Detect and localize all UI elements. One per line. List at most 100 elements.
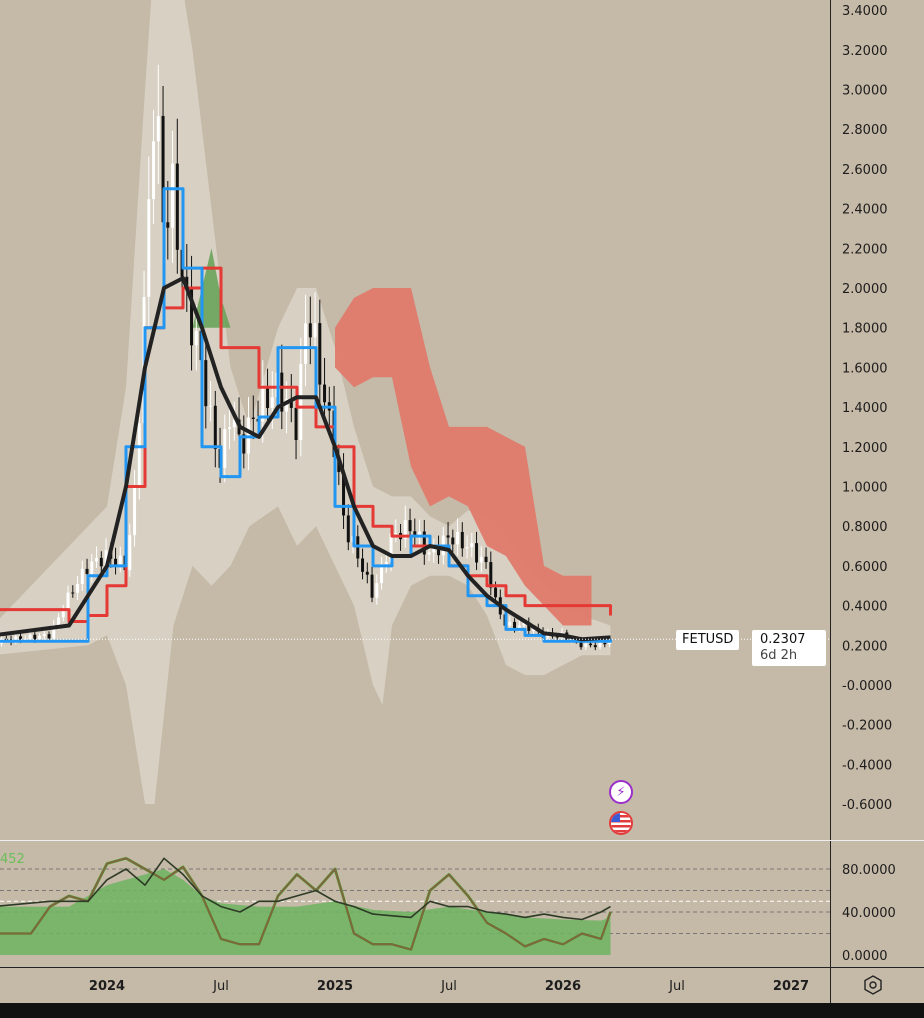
price-tick-label: 2.6000 (842, 163, 888, 178)
candle-body (85, 568, 89, 574)
candle-body (71, 592, 75, 594)
lightning-icon[interactable]: ⚡ (609, 780, 633, 804)
oscillator-tick-label: 40.0000 (842, 906, 896, 921)
price-tick-label: 2.8000 (842, 123, 888, 138)
candle-body (451, 537, 455, 545)
candle-body (313, 323, 317, 338)
candle-body (280, 372, 284, 412)
price-tick-label: 0.6000 (842, 560, 888, 575)
candle-body (346, 515, 350, 543)
candle-body (28, 634, 32, 640)
candle-body (294, 407, 298, 440)
moving-average-line (0, 276, 611, 642)
candle-body (408, 520, 412, 532)
price-tick-label: 2.4000 (842, 203, 888, 218)
candle-body (323, 384, 327, 403)
candle-body (446, 535, 450, 538)
candle-body (427, 552, 431, 555)
price-tick-label: 2.0000 (842, 282, 888, 297)
candle-body (484, 556, 488, 563)
candle-body (437, 547, 441, 556)
price-tick-label: 0.2000 (842, 639, 888, 654)
candle-body (304, 323, 308, 364)
price-tick-label: 3.4000 (842, 4, 888, 19)
candle-body (299, 363, 303, 440)
candle-body (137, 423, 141, 486)
candle-body (527, 622, 531, 631)
candle-body (289, 398, 293, 408)
candle-body (489, 562, 493, 588)
candle-body (403, 520, 407, 540)
candle-body (456, 531, 460, 545)
oscillator-tick-label: 0.0000 (842, 949, 888, 964)
bar-countdown: 6d 2h (760, 648, 798, 663)
candle-body (194, 330, 198, 346)
candle-body (555, 636, 559, 638)
indicator-value-label: 452 (0, 852, 25, 867)
candle-body (589, 643, 593, 646)
candle-body (532, 628, 536, 631)
candle-body (23, 639, 27, 641)
candle-body (57, 617, 61, 625)
candle-body (579, 640, 583, 648)
candle-body (285, 398, 289, 412)
symbol-label: FETUSD (676, 630, 740, 650)
last-price-label: 0.2307 6d 2h (752, 630, 826, 666)
candle-body (342, 472, 346, 516)
candle-body (422, 531, 426, 555)
price-tick-label: 1.0000 (842, 481, 888, 496)
candle-body (185, 276, 189, 288)
candle-body (152, 141, 156, 200)
candle-body (80, 568, 84, 584)
bollinger-band (0, 0, 611, 805)
candle-body (19, 636, 23, 640)
us-flag-icon[interactable] (609, 811, 633, 835)
candle-body (213, 405, 217, 450)
candle-body (209, 405, 213, 407)
price-axis[interactable]: 3.4000 3.2000 3.0000 2.8000 2.6000 2.4000 2.20… (842, 4, 896, 964)
candle-body (432, 547, 436, 553)
candle-body (261, 386, 265, 422)
candle-body (232, 419, 236, 428)
candle-body (375, 583, 379, 598)
price-tick-label: -0.2000 (842, 719, 892, 734)
candle-body (413, 531, 417, 536)
candle-body (475, 543, 479, 563)
candle-body (517, 625, 521, 629)
oscillator-tick-label: 80.0000 (842, 863, 896, 878)
candle-body (270, 397, 274, 409)
candle-body (99, 557, 103, 567)
candle-body (389, 533, 393, 562)
price-tick-label: 3.0000 (842, 84, 888, 99)
candle-body (380, 564, 384, 584)
candle-body (361, 558, 365, 572)
candle-body (460, 531, 464, 549)
price-tick-label: -0.4000 (842, 758, 892, 773)
candle-body (161, 115, 165, 223)
time-tick-label: Jul (668, 979, 685, 994)
candle-body (365, 571, 369, 575)
candle-body (394, 533, 398, 535)
candle-body (251, 417, 255, 419)
candle-body (52, 624, 56, 639)
settings-icon[interactable] (862, 974, 884, 996)
price-tick-label: 0.4000 (842, 600, 888, 615)
candle-body (156, 115, 160, 142)
candle-body (603, 642, 607, 645)
candle-body (90, 561, 94, 574)
time-tick-label: Jul (212, 979, 229, 994)
candle-body (147, 199, 151, 297)
time-axis[interactable]: 2024 Jul 2025 Jul 2026 Jul 2027 (89, 979, 809, 994)
oscillator-slow-line (0, 857, 611, 921)
candle-body (42, 634, 46, 636)
time-tick-label: 2026 (545, 979, 581, 994)
candle-body (584, 643, 588, 648)
candle-body (190, 287, 194, 346)
bottom-bar (0, 1003, 924, 1018)
candle-body (118, 555, 122, 566)
candle-body (133, 485, 137, 536)
candle-body (66, 592, 70, 612)
oscillator-area (0, 869, 611, 955)
price-tick-label: 1.4000 (842, 401, 888, 416)
